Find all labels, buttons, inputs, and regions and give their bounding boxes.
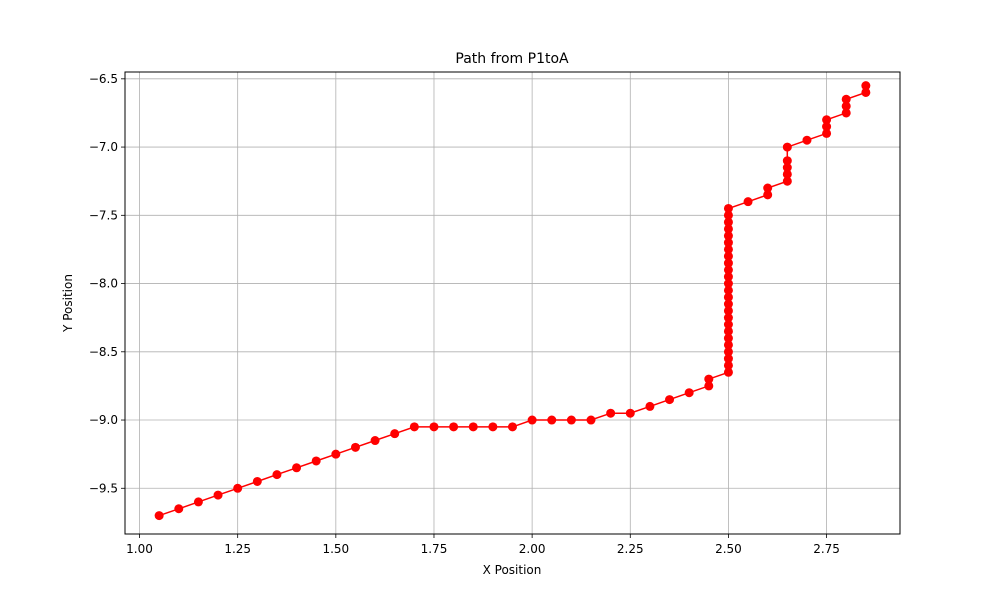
data-point [409,422,419,432]
y-tick-label: −9.0 [89,413,118,427]
data-point [822,128,832,138]
data-point [704,381,714,391]
x-tick-label: 1.00 [126,542,153,556]
data-point [174,504,184,514]
data-point [527,415,537,425]
data-point [684,388,694,398]
data-point [763,183,773,193]
data-point [802,135,812,145]
x-tick-label: 2.00 [519,542,546,556]
data-point [763,190,773,200]
data-point [723,251,733,261]
x-axis-ticks: 1.00 1.25 1.50 1.75 2.00 2.25 2.50 2.75 [126,534,840,556]
data-point [723,272,733,282]
data-point [782,163,792,173]
plot-frame [124,71,901,535]
data-point [723,360,733,370]
y-tick-label: −7.5 [89,208,118,222]
y-axis-ticks: −9.5 −9.0 −8.5 −8.0 −7.5 −7.0 −6.5 [89,72,125,495]
data-point [782,169,792,179]
data-point [390,429,400,439]
data-point [723,231,733,241]
data-point [350,442,360,452]
y-tick-label: −8.5 [89,345,118,359]
y-tick-label: −7.0 [89,140,118,154]
data-point [723,313,733,323]
data-point [625,408,635,418]
x-tick-label: 1.50 [322,542,349,556]
data-point [723,224,733,234]
y-tick-label: −6.5 [89,72,118,86]
data-point [449,422,459,432]
data-point [606,408,616,418]
data-point [743,197,753,207]
data-point [723,279,733,289]
x-tick-label: 2.25 [617,542,644,556]
data-point [723,292,733,302]
data-point [723,238,733,248]
data-point [723,306,733,316]
data-point [723,285,733,295]
grid [125,72,900,534]
data-point [723,354,733,364]
x-tick-label: 1.75 [421,542,448,556]
x-axis-title: X Position [483,563,542,577]
data-point [370,436,380,446]
data-point [723,319,733,329]
chart-title: Path from P1toA [455,51,569,67]
data-point [645,401,655,411]
data-point [723,258,733,268]
data-point [841,94,851,104]
data-point [488,422,498,432]
data-point [547,415,557,425]
data-point [723,210,733,220]
x-tick-label: 2.50 [715,542,742,556]
data-point [723,367,733,377]
data-point [665,395,675,405]
data-point [782,156,792,166]
data-point [566,415,576,425]
data-point [723,203,733,213]
data-point [508,422,517,432]
data-point [822,115,832,125]
data-point [723,333,733,343]
data-point [468,422,478,432]
data-point [233,483,243,493]
data-point [586,415,596,425]
data-point [723,340,733,350]
y-tick-label: −8.0 [89,277,118,291]
data-point [841,108,851,118]
data-point [861,87,871,97]
data-point [723,244,733,254]
data-point [429,422,439,432]
data-point [272,470,282,480]
data-point [311,456,321,466]
data-point [723,326,733,336]
data-point [154,511,164,521]
data-point [723,299,733,309]
data-point [782,142,792,152]
data-point [331,449,341,459]
data-point [723,217,733,227]
data-point [723,265,733,275]
series-layer [154,81,871,521]
data-point [822,122,832,132]
data-point [704,374,714,384]
y-axis-title: Y Position [61,274,75,333]
data-point [723,347,733,357]
data-point [213,490,223,500]
x-tick-label: 1.25 [224,542,251,556]
data-point [292,463,302,473]
data-point [193,497,203,507]
data-point [782,176,792,186]
data-point [861,81,871,91]
data-point [252,476,262,486]
data-point [841,101,851,111]
y-tick-label: −9.5 [89,481,118,495]
x-tick-label: 2.75 [813,542,840,556]
